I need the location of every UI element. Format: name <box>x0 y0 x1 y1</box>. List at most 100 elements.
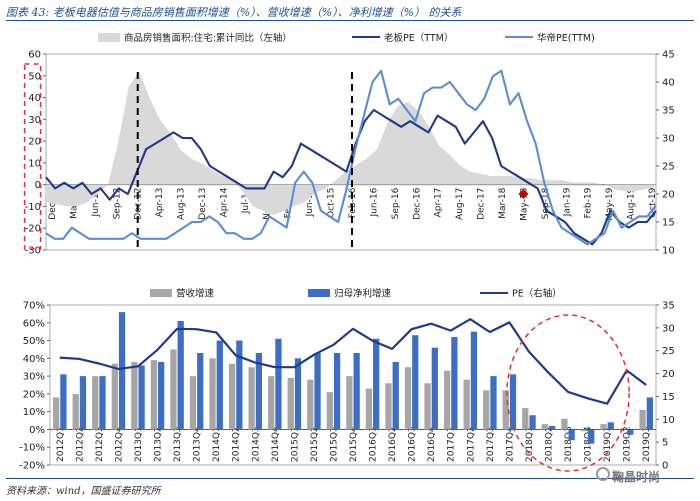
watermark-text: 鞠晶时尚 <box>612 470 661 484</box>
plot-frame <box>45 53 657 251</box>
x-tick-label: Dec-12 <box>134 188 144 220</box>
bottom-chart-annotations <box>506 314 630 472</box>
x-tick-label: 2014Q2 <box>232 426 242 462</box>
revenue-bar <box>111 363 118 430</box>
x-tick-label: Dec-16 <box>412 187 422 219</box>
left-tick-label: -20 <box>25 224 41 235</box>
revenue-bar <box>541 424 548 430</box>
revenue-bar <box>131 361 138 430</box>
housing-area <box>46 71 656 216</box>
x-tick-label: Oct-19 <box>648 187 658 218</box>
revenue-bar <box>463 379 470 430</box>
profit-bar <box>529 415 536 430</box>
legend-label-huadi: 华帝PE(TTM) <box>537 32 595 44</box>
profit-bar <box>627 429 634 435</box>
highlight-ellipse <box>506 314 630 472</box>
x-tick-label: 2014Q4 <box>271 426 281 462</box>
profit-bar <box>158 361 165 430</box>
legend-label-pe: PE（右轴） <box>512 288 562 300</box>
bottom-chart-axes: -20% -10% 0% 10% 20% 30% 40% 50% 60% 70% 0 5 10 15 20 2… <box>19 301 675 472</box>
x-tick-label: May-18 <box>519 187 529 220</box>
x-tick-label: 2019Q1 <box>603 426 613 462</box>
left-tick-label: 60% <box>23 318 45 329</box>
right-tick-label: 15 <box>662 392 675 403</box>
right-tick-label: 30 <box>662 323 675 334</box>
x-tick-label: Apr-14 <box>219 187 229 217</box>
revenue-bar <box>365 388 373 430</box>
left-tick-label: 40% <box>23 354 45 365</box>
x-tick-label: Apr-13 <box>155 188 165 218</box>
legend-label-revenue: 营收增速 <box>176 288 215 300</box>
x-tick-label: Dec-13 <box>198 188 208 220</box>
revenue-bar <box>170 349 177 430</box>
legend-label-profit: 归母净利增速 <box>334 288 392 300</box>
revenue-bar <box>326 392 333 430</box>
revenue-bar <box>502 390 509 430</box>
revenue-bar <box>522 408 529 430</box>
left-tick-label: 20 <box>28 137 41 148</box>
x-tick-label: Jun-12 <box>91 188 101 218</box>
legend-label-boss: 老板PE（TTM） <box>384 32 453 44</box>
x-tick-label: 2016Q1 <box>369 426 379 462</box>
title-rule <box>6 20 694 21</box>
left-tick-label: 0 <box>35 180 41 191</box>
x-tick-label: 2018Q1 <box>525 426 535 462</box>
x-tick-label: 2017Q4 <box>505 426 515 462</box>
x-tick-label: 2013Q2 <box>154 426 164 462</box>
profit-bar <box>177 321 184 430</box>
x-tick-label: Jul-14 <box>241 187 251 214</box>
figure-title: 图表 43: 老板电器估值与商品房销售面积增速（%）、营收增速（%）、净利增速（… <box>6 6 462 19</box>
x-tick-label: 2013Q1 <box>134 426 144 462</box>
profit-bar <box>138 365 145 430</box>
x-tick-label: Aug-19 <box>627 187 637 220</box>
left-tick-label: 50 <box>28 71 41 82</box>
x-tick-label: 2013Q4 <box>193 426 203 462</box>
growth-bars <box>53 312 653 444</box>
x-tick-label: Sep-12 <box>112 188 122 220</box>
top-chart-legend: 商品房销售面积:住宅:累计同比（左轴） 老板PE（TTM） 华帝PE(TTM) <box>98 32 595 44</box>
revenue-bar <box>209 358 216 430</box>
profit-bar <box>373 338 380 430</box>
profit-bar <box>509 374 517 430</box>
x-tick-label: 2018Q3 <box>564 426 574 462</box>
profit-bar <box>79 376 87 430</box>
x-tick-label: 2018Q2 <box>544 426 554 462</box>
profit-bar <box>333 353 341 430</box>
revenue-bar <box>580 429 588 432</box>
x-tick-label: 2014Q1 <box>212 426 222 462</box>
revenue-bar <box>72 393 79 430</box>
x-tick-label: 2012Q1 <box>56 426 66 462</box>
revenue-bar <box>600 424 607 430</box>
right-tick-label: 45 <box>662 50 675 61</box>
revenue-bar <box>404 367 412 430</box>
left-tick-label: -10 <box>25 202 41 213</box>
left-tick-label: 20% <box>23 389 45 400</box>
left-tick-label: 10% <box>23 407 45 418</box>
right-tick-label: 25 <box>662 346 675 357</box>
x-tick-label: 2015Q4 <box>349 426 359 462</box>
right-tick-label: 10 <box>662 246 675 257</box>
x-tick-label: Mar-18 <box>498 187 508 218</box>
profit-bar <box>294 358 302 430</box>
highlight-marker <box>518 189 529 199</box>
left-tick-label: 30 <box>28 115 41 126</box>
right-tick-label: 35 <box>662 106 675 117</box>
right-tick-label: 5 <box>662 438 668 449</box>
profit-bar <box>431 347 438 430</box>
left-tick-label: -10% <box>19 443 45 454</box>
chart-bottom-growth-vs-pe: -20% -10% 0% 10% 20% 30% 40% 50% 60% 70% 0 5 10 15 20 2… <box>19 288 675 472</box>
x-tick-label: 2013Q3 <box>173 426 183 462</box>
left-tick-label: 60 <box>28 50 41 61</box>
x-tick-label: 2015Q2 <box>310 426 320 462</box>
profit-bar <box>216 340 223 430</box>
profit-bar <box>470 331 478 430</box>
x-tick-label: 2016Q4 <box>427 426 437 462</box>
x-tick-label: Feb-19 <box>584 187 594 218</box>
x-tick-label: Feb-16 <box>348 187 358 218</box>
right-tick-label: 30 <box>662 134 675 145</box>
revenue-bar <box>228 363 236 430</box>
x-tick-label: 2019Q3 <box>642 426 652 462</box>
left-tick-label: 70% <box>23 301 45 312</box>
profit-bar <box>275 338 282 430</box>
x-tick-label: 2014Q3 <box>251 426 261 462</box>
